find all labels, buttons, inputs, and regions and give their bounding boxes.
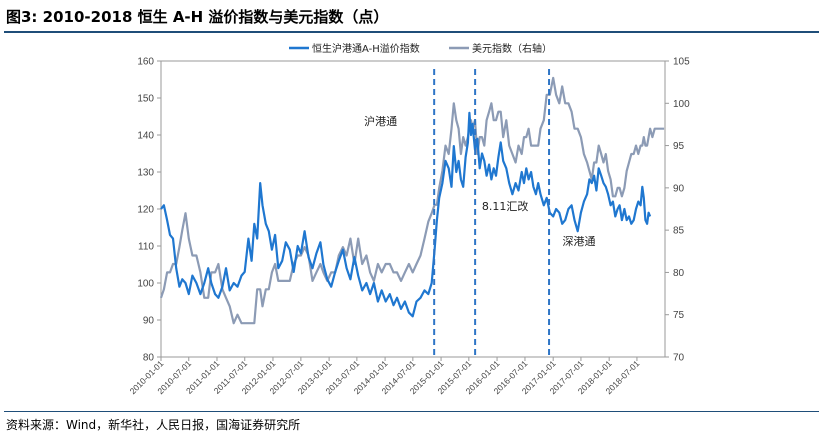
y-right-tick-label: 85 bbox=[673, 226, 685, 237]
x-axis: 2010-01-012010-07-012011-01-012011-07-01… bbox=[128, 357, 642, 396]
footer-rule bbox=[4, 411, 819, 412]
title-rule bbox=[4, 31, 819, 33]
y-left-tick-label: 110 bbox=[138, 242, 154, 253]
y-right-tick-label: 100 bbox=[673, 99, 690, 110]
y-right-tick-label: 90 bbox=[673, 183, 685, 194]
event-label: 深港通 bbox=[563, 235, 596, 248]
y-right-tick-label: 95 bbox=[673, 141, 685, 152]
source-note: 资料来源：Wind，新华社，人民日报，国海证券研究所 bbox=[6, 418, 301, 432]
series-lines bbox=[159, 76, 665, 325]
event-label: 8.11汇改 bbox=[482, 199, 529, 213]
ah-premium-line bbox=[160, 111, 652, 318]
legend-ah-label: 恒生沪港通A-H溢价指数 bbox=[312, 42, 420, 55]
y-left-tick-label: 80 bbox=[143, 353, 155, 364]
y-axis-left: 80 90 100 110 120 130 140 150 160 bbox=[137, 57, 161, 364]
legend: 恒生沪港通A-H溢价指数 美元指数（右轴） bbox=[289, 42, 552, 55]
legend-usd-label: 美元指数（右轴） bbox=[472, 42, 552, 55]
chart: 80 90 100 110 120 130 140 150 160 70 75 80 85 90 95 10… bbox=[128, 42, 691, 396]
y-right-tick-label: 80 bbox=[673, 268, 685, 279]
event-label: 沪港通 bbox=[364, 114, 397, 128]
y-right-tick-label: 75 bbox=[673, 310, 685, 321]
y-right-tick-label: 70 bbox=[673, 353, 685, 364]
y-left-tick-label: 120 bbox=[137, 205, 154, 216]
y-left-tick-label: 160 bbox=[137, 57, 154, 68]
y-right-tick-label: 105 bbox=[673, 57, 690, 68]
y-left-tick-label: 90 bbox=[143, 316, 155, 327]
y-left-tick-label: 140 bbox=[137, 131, 154, 142]
y-left-tick-label: 130 bbox=[137, 168, 154, 179]
y-axis-right: 70 75 80 85 90 95 100 105 bbox=[665, 57, 690, 364]
usd-index-line bbox=[159, 76, 665, 325]
y-left-tick-label: 100 bbox=[137, 279, 154, 290]
y-left-tick-label: 150 bbox=[137, 94, 154, 105]
chart-title: 图3: 2010-2018 恒生 A-H 溢价指数与美元指数（点） bbox=[6, 8, 389, 26]
